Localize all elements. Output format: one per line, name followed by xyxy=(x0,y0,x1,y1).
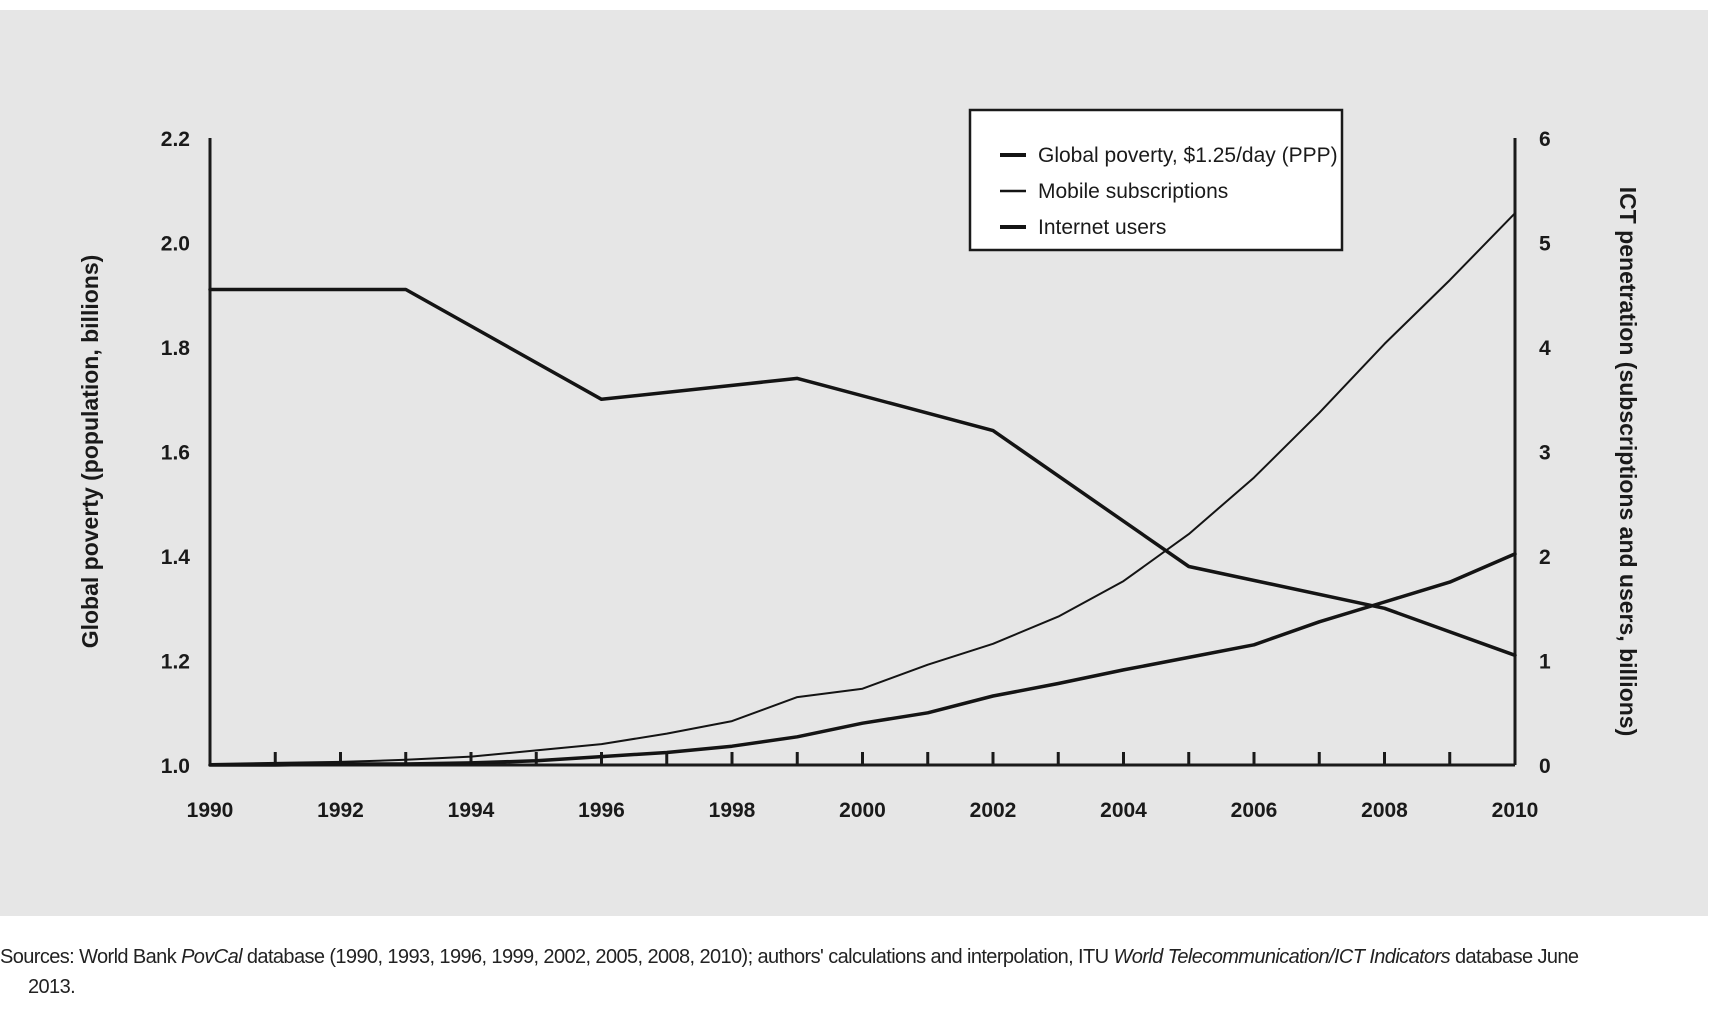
legend-label: Global poverty, $1.25/day (PPP) xyxy=(1038,144,1338,167)
left-y-tick-label: 1.8 xyxy=(161,337,191,360)
right-y-tick-label: 6 xyxy=(1539,128,1551,151)
source-text-e: database June xyxy=(1450,946,1579,968)
source-note: Sources: World Bank PovCal database (199… xyxy=(0,942,1690,1002)
x-tick-label: 1996 xyxy=(578,799,625,822)
series-line-2 xyxy=(209,212,1516,765)
left-y-tick-label: 2.2 xyxy=(161,128,190,151)
x-tick-label: 1998 xyxy=(709,799,756,822)
legend: Global poverty, $1.25/day (PPP) Mobile su… xyxy=(968,108,1344,252)
source-text-povcal: PovCal xyxy=(181,946,242,968)
legend-label: Mobile subscriptions xyxy=(1038,180,1228,203)
right-y-tick-label: 4 xyxy=(1539,337,1551,360)
source-text-c: database (1990, 1993, 1996, 1999, 2002, … xyxy=(241,946,1114,968)
x-tick-label: 2008 xyxy=(1361,799,1408,822)
series-line-1 xyxy=(208,287,1517,658)
source-text-year: 2013. xyxy=(28,976,76,998)
x-tick-label: 1992 xyxy=(317,799,364,822)
poverty-ict-line-chart: 1990 1992 1994 1996 1998 2000 2002 2004 2006 2008… xyxy=(77,108,1641,822)
legend-label: Internet users xyxy=(1038,216,1166,239)
source-text-a: Sources: World Bank xyxy=(0,946,182,968)
left-y-tick-label: 1.4 xyxy=(161,546,191,569)
left-y-axis-title: Global poverty (population, billions) xyxy=(77,255,103,649)
right-y-tick-label: 1 xyxy=(1539,651,1551,674)
series-lines xyxy=(208,212,1517,767)
right-y-tick-label: 2 xyxy=(1539,546,1551,569)
left-y-tick-label: 2.0 xyxy=(161,233,190,256)
right-y-tick-label: 3 xyxy=(1539,442,1551,465)
right-y-axis-title: ICT penetration (subscriptions and users… xyxy=(1615,187,1641,737)
right-y-tick-label: 5 xyxy=(1539,233,1551,256)
x-tick-label: 2000 xyxy=(839,799,886,822)
left-y-tick-label: 1.0 xyxy=(161,755,190,778)
right-y-tick-label: 0 xyxy=(1539,755,1551,778)
left-y-tick-label: 1.6 xyxy=(161,442,190,465)
x-tick-label: 1994 xyxy=(448,799,495,822)
axes: 1990 1992 1994 1996 1998 2000 2002 2004 2006 2008… xyxy=(77,128,1641,822)
x-tick-label: 2004 xyxy=(1100,799,1147,822)
left-y-tick-label: 1.2 xyxy=(161,651,190,674)
legend-box xyxy=(968,108,1344,252)
x-tick-label: 2006 xyxy=(1231,799,1278,822)
chart-panel: 1990 1992 1994 1996 1998 2000 2002 2004 2006 2008… xyxy=(0,10,1708,916)
x-tick-label: 2010 xyxy=(1492,799,1539,822)
source-text-itu: World Telecommunication/ICT Indicators xyxy=(1113,946,1451,968)
series-line-3 xyxy=(208,552,1517,767)
x-tick-label: 1990 xyxy=(187,799,234,822)
x-tick-label: 2002 xyxy=(970,799,1017,822)
